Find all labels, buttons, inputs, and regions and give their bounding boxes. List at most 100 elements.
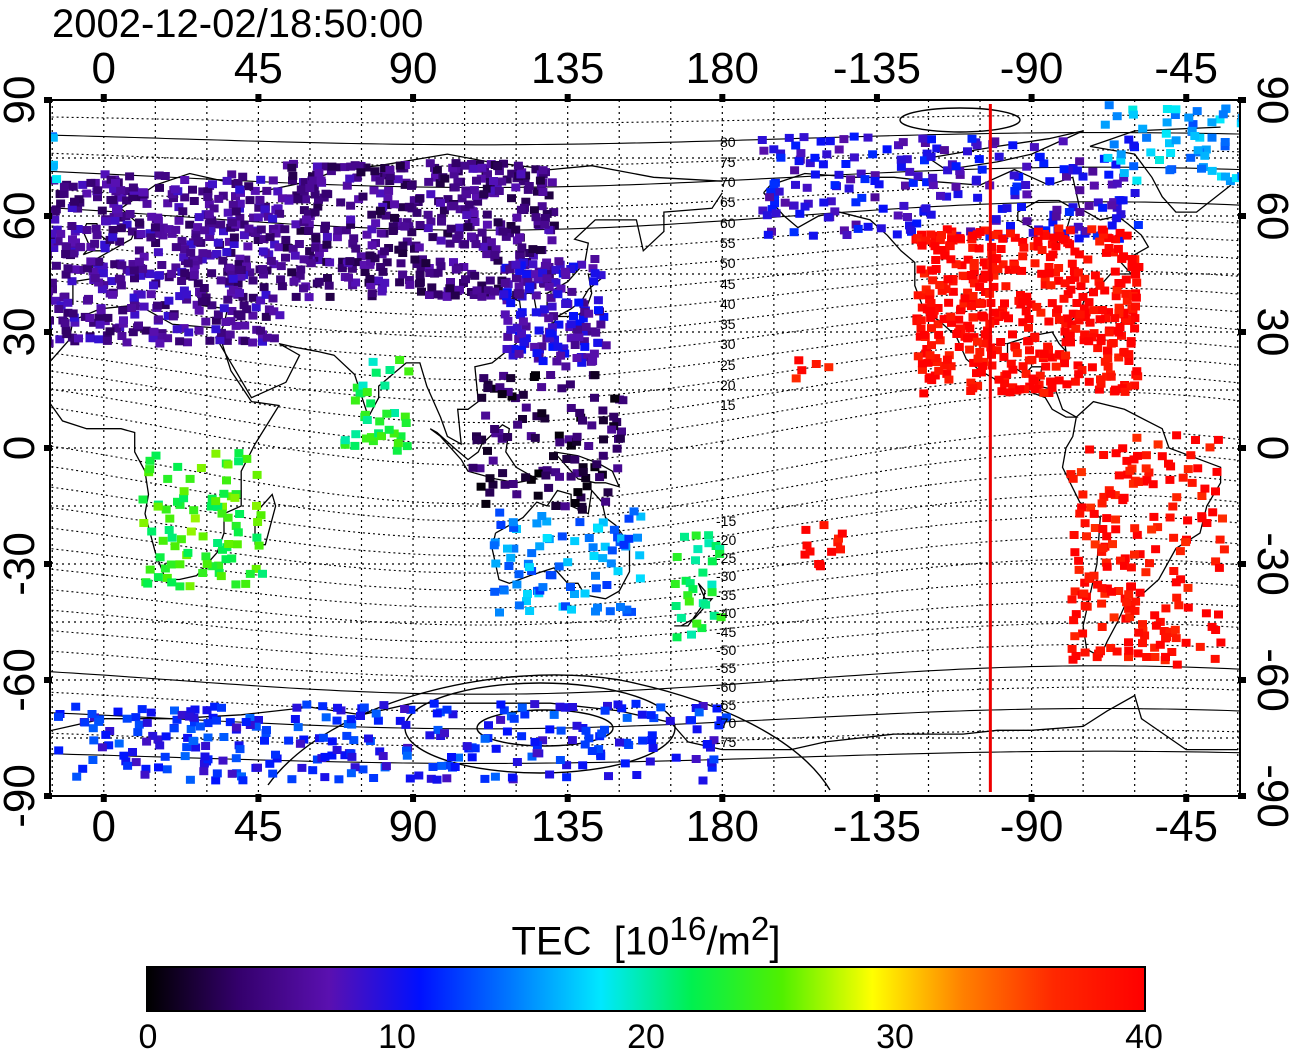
tec-pixel — [1215, 115, 1225, 124]
tec-pixel — [515, 267, 525, 275]
tec-pixel — [149, 281, 158, 290]
tec-pixel — [56, 199, 66, 208]
tec-pixel — [905, 167, 915, 176]
tec-pixel — [194, 326, 204, 335]
tec-pixel — [1119, 347, 1129, 356]
tec-pixel — [1078, 629, 1088, 638]
tec-pixel — [549, 710, 559, 719]
tec-pixel — [180, 752, 190, 761]
tec-pixel — [268, 176, 278, 185]
tec-pixel — [261, 290, 271, 299]
tec-pixel — [160, 752, 170, 761]
tec-pixel — [252, 470, 262, 479]
tec-pixel — [1150, 643, 1160, 652]
tec-pixel — [467, 753, 477, 762]
tec-pixel — [340, 751, 350, 760]
tec-pixel — [350, 763, 360, 772]
tec-pixel — [590, 255, 600, 263]
bottom-longitude-tick-label: -135 — [832, 802, 921, 851]
tec-pixel — [975, 283, 985, 291]
tec-pixel — [355, 389, 365, 398]
tec-pixel — [1092, 231, 1102, 240]
tec-pixel — [217, 703, 226, 712]
tec-pixel — [400, 705, 410, 713]
tec-pixel — [1130, 314, 1140, 323]
tec-pixel — [1117, 254, 1127, 263]
tec-pixel — [1126, 339, 1136, 348]
tec-pixel — [946, 362, 956, 371]
tec-pixel — [518, 415, 527, 423]
top-tick-mark — [719, 94, 726, 102]
tec-pixel — [1187, 126, 1197, 135]
tec-pixel — [352, 258, 362, 267]
tec-pixel — [610, 394, 620, 403]
tec-pixel — [225, 330, 235, 339]
bottom-longitude-tick-label: -90 — [999, 802, 1064, 851]
tec-pixel — [252, 501, 261, 510]
tec-pixel — [1010, 265, 1020, 274]
tec-pixel — [179, 253, 189, 262]
tec-pixel — [547, 302, 557, 311]
tec-pixel — [382, 409, 392, 418]
tec-pixel — [273, 187, 283, 196]
tec-pixel — [542, 534, 552, 542]
top-longitude-tick-label: 0 — [91, 44, 116, 93]
tec-pixel — [404, 202, 414, 211]
tec-pixel — [514, 570, 524, 579]
tec-pixel — [71, 702, 81, 711]
tec-pixel — [336, 198, 346, 207]
tec-pixel — [963, 255, 973, 264]
tec-pixel — [102, 331, 112, 340]
tec-pixel — [593, 338, 603, 347]
tec-pixel — [63, 298, 73, 307]
tec-pixel — [1100, 286, 1110, 295]
tec-pixel — [514, 349, 524, 358]
tec-pixel — [305, 247, 315, 256]
colorbar-tick-label: 0 — [138, 1018, 158, 1056]
contour-label: 40 — [720, 295, 736, 312]
tec-pixel — [97, 743, 107, 752]
tec-pixel — [365, 251, 375, 260]
tec-pixel — [231, 207, 241, 216]
tec-pixel — [979, 258, 989, 267]
tec-pixel — [131, 758, 141, 767]
tec-pixel — [94, 313, 104, 322]
tec-pixel — [1130, 606, 1140, 615]
tec-pixel — [876, 224, 886, 233]
tec-pixel — [224, 540, 234, 548]
timestamp-title: 2002-12-02/18:50:00 — [52, 2, 424, 46]
tec-pixel — [145, 565, 155, 574]
tec-pixel — [98, 262, 108, 271]
tec-pixel — [1022, 190, 1032, 199]
tec-pixel — [1221, 172, 1230, 181]
tec-pixel — [1062, 172, 1071, 181]
bottom-tick-mark — [1183, 794, 1190, 802]
tec-pixel — [926, 152, 936, 161]
tec-pixel — [1127, 263, 1137, 271]
tec-pixel — [619, 540, 629, 549]
tec-pixel — [1066, 285, 1076, 294]
tec-pixel — [955, 234, 965, 243]
tec-pixel — [483, 384, 493, 393]
tec-pixel — [101, 217, 111, 226]
top-tick-mark — [1183, 94, 1190, 102]
tec-pixel — [482, 250, 492, 259]
tec-pixel — [930, 242, 940, 251]
tec-pixel — [141, 764, 151, 773]
tec-pixel — [1218, 514, 1227, 523]
tec-pixel — [978, 274, 988, 283]
tec-pixel — [570, 590, 579, 598]
tec-pixel — [284, 196, 294, 205]
tec-pixel — [361, 163, 371, 172]
tec-pixel — [1096, 375, 1105, 384]
tec-pixel — [108, 290, 117, 299]
tec-pixel — [338, 257, 348, 266]
tec-pixel — [373, 716, 383, 725]
contour-label: 50 — [720, 255, 736, 272]
tec-pixel — [992, 346, 1002, 355]
tec-pixel — [351, 430, 361, 439]
tec-pixel — [617, 427, 626, 436]
tec-pixel — [185, 582, 195, 591]
tec-pixel — [1141, 464, 1151, 473]
tec-pixel — [476, 482, 486, 491]
